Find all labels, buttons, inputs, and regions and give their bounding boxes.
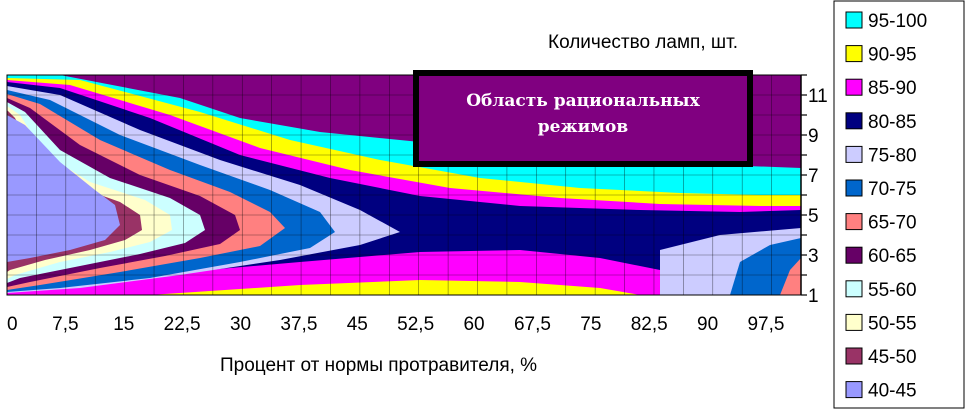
- legend-label: 45-50: [868, 347, 917, 368]
- x-tick-label: 37,5: [280, 314, 317, 335]
- annotation-line-1: Область рациональных: [466, 91, 700, 111]
- legend-swatch: [845, 11, 863, 29]
- plot-area: [6, 74, 802, 296]
- legend-swatch: [845, 347, 863, 365]
- legend-swatch: [845, 78, 863, 96]
- y-tick-label: 5: [808, 206, 819, 227]
- x-tick-label: 15: [113, 314, 134, 335]
- x-tick-label: 60: [463, 314, 484, 335]
- legend-label: 70-75: [868, 179, 917, 200]
- y-axis-title: Количество ламп, шт.: [548, 32, 738, 53]
- x-tick-label: 97,5: [747, 314, 784, 335]
- y-tick-label: 7: [808, 166, 819, 187]
- legend-swatch: [845, 381, 863, 399]
- annotation-fill: [419, 76, 747, 161]
- x-tick-label: 22,5: [164, 314, 201, 335]
- legend-swatch: [845, 45, 863, 63]
- legend-swatch: [845, 179, 863, 197]
- legend-swatch: [845, 145, 863, 163]
- y-ticks: 1 3 5 7 9 11: [801, 74, 828, 307]
- x-tick-label: 7,5: [52, 314, 78, 335]
- x-tick-label: 52,5: [397, 314, 434, 335]
- x-ticks: 0 7,5 15 22,5 30 37,5 45 52,5 60 67,5 75 82,5 90 97,5: [7, 314, 784, 335]
- legend-swatch: [845, 246, 863, 264]
- legend-label: 75-80: [868, 145, 917, 166]
- x-tick-label: 90: [697, 314, 718, 335]
- legend-swatch: [845, 112, 863, 130]
- annotation-line-2: режимов: [538, 117, 629, 137]
- legend-items: 95-100 90-95 85-90 80-85 75-80 70-75 65-70 60-6…: [845, 11, 927, 402]
- legend-swatch: [845, 280, 863, 298]
- y-tick-label: 3: [808, 246, 819, 267]
- legend: 95-100 90-95 85-90 80-85 75-80 70-75 65-70 60-6…: [833, 0, 965, 409]
- band-65-70-right: [780, 258, 801, 295]
- band-40-45: [7, 115, 120, 262]
- legend-label: 85-90: [868, 78, 917, 99]
- legend-label: 65-70: [868, 213, 917, 234]
- x-axis-title: Процент от нормы протравителя, %: [220, 355, 537, 376]
- legend-label: 50-55: [868, 313, 917, 334]
- legend-swatch: [845, 213, 863, 231]
- y-tick-label: 1: [808, 286, 819, 307]
- x-tick-label: 0: [7, 314, 18, 335]
- x-tick-label: 82,5: [631, 314, 668, 335]
- y-tick-label: 11: [808, 86, 828, 107]
- y-tick-label: 9: [808, 126, 819, 147]
- legend-label: 55-60: [868, 280, 917, 301]
- x-tick-label: 67,5: [514, 314, 551, 335]
- band-90-95-bottom: [150, 280, 640, 295]
- legend-label: 60-65: [868, 246, 917, 267]
- annotation-box: Область рациональных режимов: [413, 70, 753, 167]
- x-tick-label: 75: [580, 314, 601, 335]
- band-70-75-right: [730, 238, 801, 295]
- x-tick-label: 30: [230, 314, 251, 335]
- legend-label: 40-45: [868, 381, 917, 402]
- x-tick-label: 45: [347, 314, 368, 335]
- legend-swatch: [845, 313, 863, 331]
- legend-label: 80-85: [868, 112, 917, 133]
- legend-label: 90-95: [868, 45, 917, 66]
- legend-label: 95-100: [868, 11, 927, 32]
- legend-frame: [833, 0, 965, 409]
